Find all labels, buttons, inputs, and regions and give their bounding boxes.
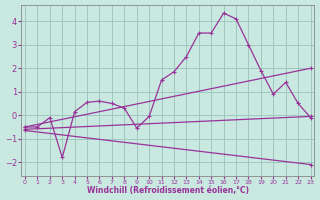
X-axis label: Windchill (Refroidissement éolien,°C): Windchill (Refroidissement éolien,°C)	[87, 186, 249, 195]
